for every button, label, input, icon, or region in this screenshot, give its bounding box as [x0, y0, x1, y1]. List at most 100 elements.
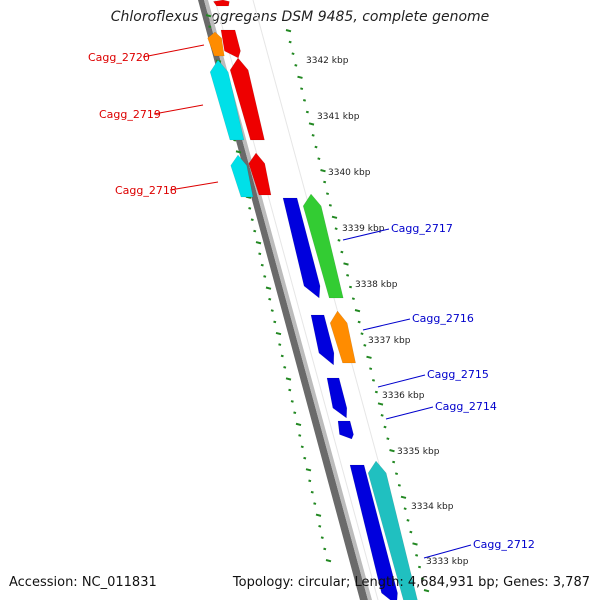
scale-label: 3340 kbp — [328, 168, 371, 178]
scale-label: 3335 kbp — [397, 447, 440, 457]
scale-tick — [283, 366, 287, 369]
scale-tick — [383, 425, 387, 429]
gene-label-leader — [377, 374, 426, 388]
scale-tick — [297, 75, 303, 79]
gene-label: Cagg_2719 — [99, 108, 161, 121]
scale-tick — [270, 309, 274, 312]
gene-arrow-red — [220, 29, 241, 59]
scale-tick — [308, 479, 312, 483]
gene-label-leader — [423, 544, 472, 559]
scale-tick — [343, 262, 349, 266]
gene-arrow-blue — [337, 420, 354, 440]
scale-tick — [303, 456, 307, 460]
scale-tick — [268, 297, 272, 301]
scale-tick — [409, 530, 413, 534]
scale-tick — [403, 507, 407, 510]
scale-tick — [250, 218, 254, 222]
scale-tick — [300, 445, 304, 449]
gene-arrow-blue — [282, 197, 321, 299]
scale-tick — [260, 263, 264, 267]
scale-tick — [311, 134, 315, 137]
scale-tick — [208, 25, 212, 29]
gene-label: Cagg_2714 — [435, 400, 497, 413]
scale-tick — [400, 495, 407, 499]
backbone-highlight — [204, 0, 372, 600]
scale-tick — [255, 241, 262, 245]
scale-tick — [357, 320, 361, 324]
gene-cyan — [230, 154, 254, 198]
scale-tick — [278, 343, 282, 346]
backbone-line — [198, 0, 368, 600]
scale-tick — [420, 577, 424, 580]
scale-tick — [294, 64, 298, 67]
gene-orange — [329, 310, 356, 364]
scale-tick — [273, 320, 277, 324]
scale-tick — [258, 252, 262, 256]
gene-label: Cagg_2720 — [88, 51, 150, 64]
scale-tick — [323, 547, 327, 551]
scale-tick — [285, 377, 292, 381]
scale-tick — [360, 332, 364, 335]
scale-tick — [348, 285, 353, 289]
scale-tick — [325, 192, 330, 195]
gene-cyan — [209, 59, 245, 141]
scale-tick — [366, 355, 372, 359]
scale-label: 3342 kbp — [306, 56, 349, 66]
scale-tick — [275, 331, 282, 336]
scale-tick — [392, 460, 396, 464]
scale-tick — [328, 204, 332, 207]
scale-label: 3334 kbp — [411, 502, 454, 512]
scale-tick — [298, 434, 302, 437]
gene-orange — [207, 31, 225, 57]
scale-tick — [374, 390, 378, 394]
scale-tick — [371, 379, 376, 382]
gene-label-leader — [362, 318, 411, 331]
scale-tick — [305, 468, 312, 472]
scale-tick — [389, 449, 395, 453]
scale-tick — [331, 215, 338, 219]
scale-tick — [318, 524, 322, 528]
scale-tick — [290, 400, 294, 403]
gene-label-leader — [385, 406, 434, 420]
scale-tick — [315, 513, 322, 517]
gene-green — [302, 193, 344, 299]
gene-arrow-red — [229, 57, 265, 141]
scale-label: 3337 kbp — [368, 336, 411, 346]
scale-tick — [325, 559, 332, 563]
gene-label-leader — [169, 181, 219, 191]
scale-tick — [323, 180, 327, 184]
scale-label: 3333 kbp — [426, 557, 469, 567]
scale-tick — [397, 484, 401, 487]
scale-tick — [308, 122, 315, 126]
scale-tick — [295, 422, 302, 427]
scale-tick — [291, 52, 295, 55]
scale-tick — [317, 157, 321, 160]
scale-tick — [280, 354, 284, 358]
scale-label: 3336 kbp — [382, 391, 425, 401]
scale-tick — [300, 87, 304, 90]
scale-tick — [265, 286, 272, 290]
scale-tick — [337, 239, 341, 242]
gene-arrow-red — [212, 0, 230, 7]
gene-label: Cagg_2715 — [427, 368, 489, 381]
scale-tick — [415, 554, 419, 557]
scale-tick — [320, 536, 324, 539]
scale-tick — [423, 589, 430, 593]
scale-tick — [302, 99, 307, 102]
scale-tick — [417, 565, 422, 569]
scale-tick — [205, 14, 212, 18]
scale-tick — [285, 29, 292, 33]
scale-tick — [380, 414, 384, 417]
scale-tick — [340, 250, 344, 254]
scale-tick — [394, 472, 399, 475]
gene-label: Cagg_2717 — [391, 222, 453, 235]
scale-tick — [412, 542, 418, 546]
gene-label: Cagg_2712 — [473, 538, 535, 551]
gene-label: Cagg_2718 — [115, 184, 177, 197]
scale-tick — [346, 274, 350, 277]
scale-tick — [377, 402, 384, 406]
scale-tick — [248, 207, 252, 210]
scale-tick — [363, 344, 367, 347]
scale-tick — [354, 309, 361, 313]
scale-label: 3341 kbp — [317, 112, 360, 122]
